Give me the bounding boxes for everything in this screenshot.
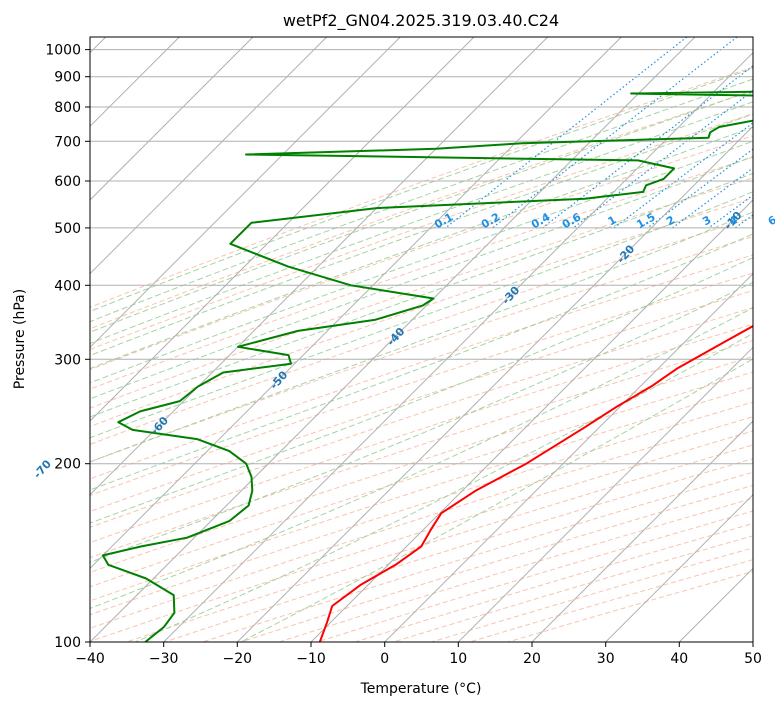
profiles	[101, 90, 753, 642]
dry-adiabat	[90, 177, 753, 409]
moist-adiabat	[90, 89, 753, 333]
x-tick-label: 50	[744, 651, 762, 667]
moist-adiabat	[90, 126, 753, 370]
dry-adiabat	[90, 156, 753, 390]
moist-adiabat	[135, 332, 753, 642]
isotherm-line	[531, 420, 753, 642]
isotherm-line	[310, 199, 753, 642]
y-tick-label: 600	[54, 174, 81, 190]
x-axis-label: Temperature (°C)	[360, 681, 482, 697]
x-tick-label: 10	[449, 651, 467, 667]
moist-adiabat	[90, 233, 753, 491]
x-tick-label: −30	[149, 651, 179, 667]
mixing-ratio-line	[542, 65, 753, 229]
y-tick-label: 700	[54, 134, 81, 150]
moist-adiabat	[90, 78, 753, 323]
moist-adiabat	[90, 172, 753, 418]
moist-adiabat	[90, 211, 753, 463]
dry-adiabat	[90, 307, 753, 528]
dry-adiabat	[90, 323, 753, 544]
y-tick-label: 1000	[45, 43, 81, 59]
isotherm-line	[457, 346, 753, 642]
x-tick-label: −10	[296, 651, 326, 667]
x-axis-ticks: −40 −30 −20 −10 0 10 20 30 40 50	[75, 642, 762, 667]
dewpoint-profile	[101, 90, 753, 642]
y-tick-label: 300	[54, 352, 81, 368]
isotherm-line	[236, 125, 753, 642]
moist-adiabat	[90, 307, 753, 609]
dry-adiabat	[90, 355, 753, 573]
isotherm-line	[90, 37, 475, 422]
y-tick-label: 900	[54, 70, 81, 86]
plot-background	[90, 37, 753, 642]
isotherm-line	[90, 37, 622, 570]
y-axis-label: Pressure (hPa)	[12, 289, 28, 389]
isotherm-line	[90, 37, 254, 201]
moist-adiabat	[90, 281, 753, 563]
isotherm-line	[163, 51, 753, 642]
dry-adiabat	[90, 113, 753, 351]
moist-adiabat	[90, 156, 753, 400]
moist-adiabat	[90, 101, 753, 344]
dry-adiabat	[90, 289, 753, 513]
x-tick-label: 0	[380, 651, 389, 667]
dry-adiabat	[90, 66, 753, 308]
plot-frame	[89, 36, 754, 643]
chart-title: wetPf2_GN04.2025.319.03.40.C24	[283, 11, 559, 31]
mixing-ratio-label: 6	[766, 213, 775, 228]
moist-adiabat	[90, 113, 753, 357]
x-tick-label: 20	[523, 651, 541, 667]
isotherms	[90, 37, 753, 642]
y-axis-ticks: 100 200 300 400 500 600 700 800 900 1000	[45, 43, 90, 651]
dry-adiabats	[90, 66, 753, 642]
dry-adiabat	[90, 339, 753, 559]
temperature-profile	[318, 324, 753, 642]
x-tick-label: −20	[223, 651, 253, 667]
y-tick-label: 200	[54, 457, 81, 473]
isotherm-line	[90, 37, 696, 642]
isotherm-line	[90, 37, 549, 496]
dry-adiabat	[90, 371, 753, 588]
isotherm-line	[605, 493, 753, 642]
y-tick-label: 400	[54, 278, 81, 294]
mixing-ratio-line	[572, 89, 753, 229]
x-tick-label: 40	[670, 651, 688, 667]
y-tick-label: 500	[54, 221, 81, 237]
y-tick-label: 100	[54, 635, 81, 651]
y-tick-label: 800	[54, 100, 81, 116]
isotherm-line	[90, 37, 328, 275]
dry-adiabat	[90, 386, 753, 602]
isotherm-line	[384, 272, 753, 642]
x-tick-label: −40	[75, 651, 105, 667]
moist-adiabat	[240, 358, 753, 642]
moist-adiabat	[90, 67, 753, 312]
mixing-ratio-line	[672, 167, 753, 229]
isobars	[90, 49, 753, 642]
isotherm-line	[90, 37, 401, 349]
x-tick-label: 30	[597, 651, 615, 667]
